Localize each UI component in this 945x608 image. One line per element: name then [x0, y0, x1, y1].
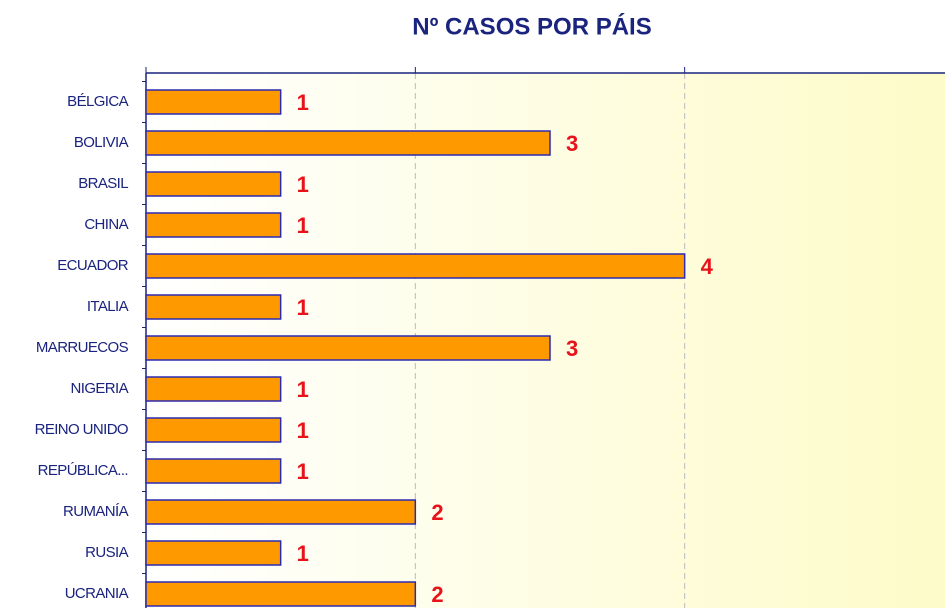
bar — [145, 417, 282, 443]
y-tick-label: UCRANIA — [65, 585, 129, 602]
bar — [145, 335, 551, 361]
bar — [145, 499, 417, 525]
y-tick-label: RUMANÍA — [63, 503, 129, 520]
value-label: 1 — [297, 90, 309, 115]
value-label: 1 — [297, 213, 309, 238]
bar — [145, 130, 551, 156]
y-tick-label: CHINA — [84, 216, 128, 233]
y-tick-label: BOLIVIA — [74, 134, 129, 151]
bar — [145, 540, 282, 566]
bar — [145, 458, 282, 484]
value-label: 1 — [297, 172, 309, 197]
bar — [145, 581, 417, 607]
value-label: 3 — [566, 336, 578, 361]
y-tick-label: MARRUECOS — [36, 339, 129, 356]
value-label: 4 — [701, 254, 714, 279]
y-tick-label: BRASIL — [78, 175, 128, 192]
y-tick-label: REPÚBLICA... — [38, 462, 128, 479]
value-label: 1 — [297, 418, 309, 443]
value-label: 1 — [297, 459, 309, 484]
value-label: 1 — [297, 295, 309, 320]
value-label: 3 — [566, 131, 578, 156]
value-label: 2 — [431, 500, 443, 525]
bar — [145, 171, 282, 197]
value-label: 1 — [297, 541, 309, 566]
bar — [145, 294, 282, 320]
bar — [145, 212, 282, 238]
bar — [145, 253, 686, 279]
value-label: 2 — [431, 582, 443, 607]
bar — [145, 376, 282, 402]
y-tick-label: ECUADOR — [57, 257, 129, 274]
y-tick-label: BÉLGICA — [67, 93, 128, 110]
value-label: 1 — [297, 377, 309, 402]
y-tick-label: RUSIA — [85, 544, 128, 561]
bar — [145, 89, 282, 115]
chart-title: Nº CASOS POR PÁIS — [412, 12, 651, 40]
y-tick-label: NIGERIA — [71, 380, 129, 397]
y-tick-label: REINO UNIDO — [35, 421, 128, 438]
y-tick-label: ITALIA — [87, 298, 129, 315]
